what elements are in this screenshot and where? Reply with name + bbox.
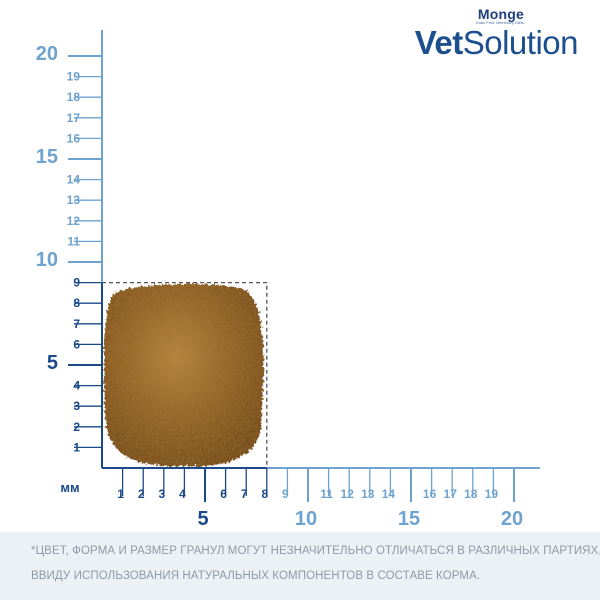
y-tick-label: 6 — [73, 337, 80, 351]
y-tick-label: 4 — [73, 379, 80, 393]
x-major-label: 10 — [295, 508, 317, 530]
y-tick-label: 7 — [73, 317, 80, 331]
y-tick-label: 19 — [67, 70, 81, 84]
y-tick-label: 8 — [73, 296, 80, 310]
y-major-label: 15 — [36, 146, 58, 168]
x-tick-label: 7 — [241, 487, 248, 501]
y-tick-label: 18 — [67, 90, 81, 104]
x-tick-label: 4 — [179, 487, 186, 501]
x-tick-label: 19 — [485, 487, 499, 501]
disclaimer-line-2: ВВИДУ ИСПОЛЬЗОВАНИЯ НАТУРАЛЬНЫХ КОМПОНЕН… — [31, 570, 481, 582]
x-major-label: 15 — [398, 508, 420, 530]
x-tick-label: 11 — [320, 487, 333, 501]
unit-label: мм — [60, 480, 79, 495]
y-tick-label: 11 — [67, 234, 80, 248]
brand-tagline: Grain Free Veterinary Diets — [475, 20, 524, 25]
brand-monge-logo: Monge — [477, 6, 524, 22]
x-tick-label: 2 — [138, 487, 145, 501]
x-major-label: 20 — [501, 508, 523, 530]
x-tick-label: 17 — [444, 487, 458, 501]
y-tick-label: 17 — [67, 111, 81, 125]
brand-logo: Monge Grain Free Veterinary Diets VetSol… — [378, 6, 579, 61]
kibble-image — [104, 284, 264, 467]
brand-vet: Vet — [414, 24, 464, 61]
x-tick-label: 8 — [261, 487, 268, 501]
y-tick-label: 14 — [67, 173, 81, 187]
x-tick-label: 13 — [361, 487, 375, 501]
y-major-label: 5 — [47, 352, 58, 374]
x-tick-label: 12 — [341, 487, 355, 501]
kibble-texture — [104, 284, 264, 467]
measurement-ruler: 1 2 3 4 6 7 8 9 11 12 13 14 16 17 18 195 10 15 20123467891… — [36, 30, 540, 530]
x-tick-label: 18 — [464, 487, 478, 501]
x-tick-label: 16 — [423, 487, 437, 501]
y-tick-label: 13 — [67, 193, 81, 207]
y-tick-label: 9 — [73, 276, 80, 290]
y-major-label: 10 — [36, 249, 58, 271]
x-tick-label: 6 — [220, 487, 227, 501]
disclaimer-line-1: *ЦВЕТ, ФОРМА И РАЗМЕР ГРАНУЛ МОГУТ НЕЗНА… — [31, 545, 600, 557]
x-tick-label: 1 — [117, 487, 124, 501]
x-tick-label: 3 — [158, 487, 165, 501]
disclaimer-panel: *ЦВЕТ, ФОРМА И РАЗМЕР ГРАНУЛ МОГУТ НЕЗНА… — [0, 532, 600, 600]
y-tick-label: 12 — [67, 214, 81, 228]
kibble-size-guide — [102, 281, 268, 468]
x-tick-label: 9 — [282, 487, 289, 501]
x-major-label: 5 — [197, 508, 208, 530]
x-tick-label: 14 — [382, 487, 396, 501]
y-tick-label: 2 — [73, 420, 80, 434]
y-tick-label: 16 — [67, 131, 81, 145]
brand-vetsolution-logo: VetSolution — [378, 24, 579, 61]
y-tick-label: 3 — [73, 399, 80, 413]
y-tick-label: 1 — [73, 440, 80, 454]
y-major-label: 20 — [36, 43, 58, 65]
brand-solution: Solution — [462, 24, 579, 61]
